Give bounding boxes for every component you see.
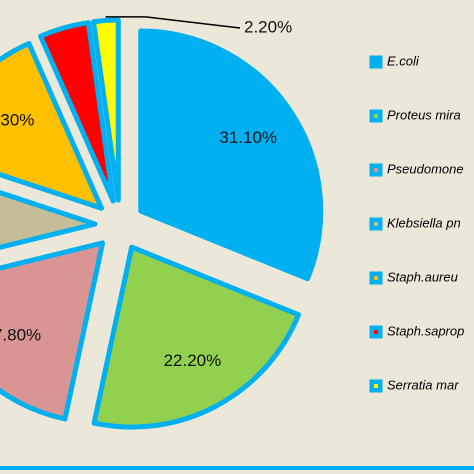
pie-slice bbox=[38, 20, 116, 204]
pie-slice bbox=[91, 244, 302, 430]
legend-label: Staph.aureu bbox=[387, 269, 458, 284]
pie-slice bbox=[0, 189, 98, 250]
data-label: 2.20% bbox=[244, 17, 292, 36]
legend-label: E.coli bbox=[387, 53, 420, 68]
data-label: 13.30% bbox=[0, 111, 34, 130]
legend-label: Serratia mar bbox=[387, 377, 459, 392]
legend-swatch-inner bbox=[374, 330, 378, 334]
legend-swatch-inner bbox=[374, 276, 378, 280]
legend-swatch-inner bbox=[374, 168, 378, 172]
leader-line bbox=[105, 16, 241, 29]
pie-slice bbox=[0, 40, 104, 211]
data-label: 31.10% bbox=[219, 128, 277, 147]
data-label: 17.80% bbox=[0, 325, 41, 344]
legend-label: Klebsiella pn bbox=[387, 215, 461, 230]
legend-label: Proteus mira bbox=[387, 107, 461, 122]
pie-slice bbox=[90, 17, 121, 203]
legend-swatch-inner bbox=[374, 222, 378, 226]
legend-label: Staph.saprop bbox=[387, 323, 464, 338]
legend-swatch-inner bbox=[374, 384, 378, 388]
pie-slice bbox=[138, 28, 324, 282]
legend-label: Pseudomone bbox=[387, 161, 464, 176]
border bbox=[0, 466, 474, 470]
pie-slice bbox=[0, 240, 106, 422]
legend-swatch-inner bbox=[374, 60, 378, 64]
data-label: 22.20% bbox=[164, 351, 222, 370]
legend-swatch-inner bbox=[374, 114, 378, 118]
